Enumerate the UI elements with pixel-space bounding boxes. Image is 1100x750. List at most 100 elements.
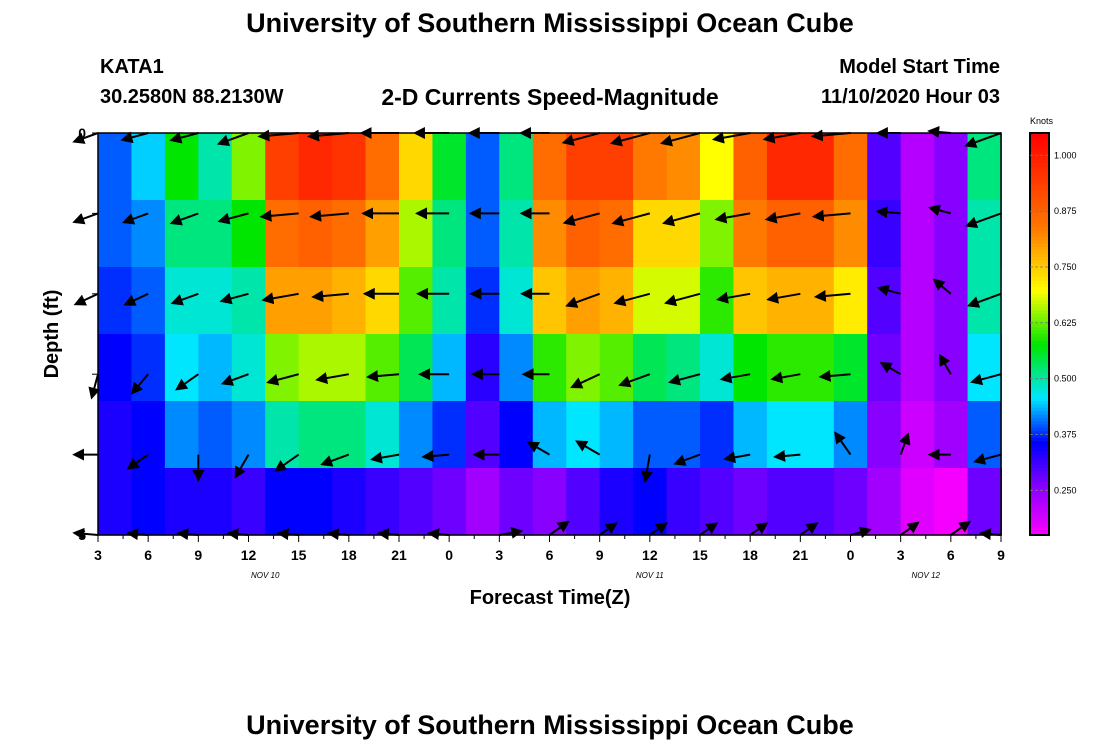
colorbar-segment	[1030, 323, 1049, 328]
heatmap-cell	[298, 401, 333, 469]
colorbar-segment	[1030, 498, 1049, 503]
heatmap-cell	[265, 334, 300, 402]
colorbar-segment	[1030, 478, 1049, 482]
colorbar-segment	[1030, 457, 1049, 462]
colorbar-segment	[1030, 511, 1049, 516]
colorbar-segment	[1030, 320, 1049, 325]
heatmap-cell	[532, 334, 567, 402]
heatmap-cell	[766, 267, 801, 335]
current-arrow	[900, 521, 920, 536]
colorbar-segment	[1030, 390, 1049, 395]
heatmap-cell	[800, 133, 835, 201]
colorbar: 1.000 0.875 0.750 0.625 0.500 0.375 0.250	[1029, 132, 1077, 536]
heatmap-cell	[900, 267, 935, 335]
current-arrow	[663, 292, 701, 307]
x-tick-label: 12	[642, 547, 658, 563]
x-tick-label: 9	[596, 547, 604, 563]
current-arrow	[618, 373, 651, 388]
current-arrow	[266, 373, 299, 386]
heatmap-cell	[399, 468, 434, 536]
x-tick-label: 12	[241, 547, 257, 563]
heatmap-cell	[599, 200, 634, 268]
heatmap-cell	[700, 468, 735, 536]
heatmap-cell	[867, 267, 902, 335]
heatmap-cell	[967, 334, 1002, 402]
colorbar-segment	[1030, 434, 1049, 439]
current-arrow	[599, 522, 618, 536]
heatmap-cell	[332, 133, 367, 201]
current-arrow	[850, 526, 872, 539]
heatmap-cell	[867, 133, 902, 201]
colorbar-segment	[1030, 350, 1049, 355]
current-arrow	[668, 373, 701, 386]
colorbar-segment	[1030, 471, 1049, 476]
colorbar-segment	[1030, 524, 1049, 529]
current-arrow	[120, 131, 149, 144]
colorbar-segment	[1030, 179, 1049, 184]
heatmap-cell	[800, 468, 835, 536]
heatmap-cell	[198, 401, 233, 469]
current-arrow	[234, 454, 250, 479]
x-tick-label: 18	[341, 547, 357, 563]
heatmap-cell	[700, 334, 735, 402]
heatmap-cell	[98, 401, 133, 469]
heatmap-cell	[867, 468, 902, 536]
current-arrow	[811, 209, 851, 222]
current-arrow	[274, 453, 300, 472]
current-arrow	[649, 522, 669, 536]
heatmap-cell	[265, 267, 300, 335]
y-axis: 05	[78, 125, 98, 543]
colorbar-segment	[1030, 424, 1049, 429]
colorbar-segment	[1030, 354, 1049, 359]
heatmap-cell	[198, 133, 233, 201]
colorbar-segment	[1030, 213, 1049, 218]
heatmap-cell	[599, 334, 634, 402]
colorbar-segment	[1030, 528, 1049, 533]
current-arrow	[121, 212, 149, 225]
current-arrow	[611, 212, 651, 227]
current-arrow	[813, 289, 851, 302]
heatmap-cell	[98, 468, 133, 536]
heatmap-cell	[633, 334, 668, 402]
station-coords: 30.2580N 88.2130W	[100, 86, 284, 108]
heatmap-cell	[298, 267, 333, 335]
heatmap-cell	[833, 334, 868, 402]
colorbar-segment	[1030, 451, 1049, 456]
heatmap-cell	[867, 200, 902, 268]
colorbar-segment	[1030, 240, 1049, 245]
heatmap-cell	[131, 133, 166, 201]
colorbar-unit: Knots	[1030, 116, 1054, 126]
heatmap-cell	[766, 401, 801, 469]
colorbar-tick-label: 0.375	[1054, 430, 1077, 440]
colorbar-tick-label: 0.250	[1054, 485, 1077, 495]
chart-title: 2-D Currents Speed-Magnitude	[381, 84, 719, 110]
heatmap-cell	[432, 334, 467, 402]
heatmap-cell	[499, 401, 534, 469]
heatmap-cell	[766, 200, 801, 268]
colorbar-segment	[1030, 427, 1049, 432]
current-arrow	[88, 373, 101, 400]
heatmap-cell	[265, 133, 300, 201]
colorbar-segment	[1030, 149, 1049, 154]
heatmap-cell	[967, 200, 1002, 268]
date-label: NOV 11	[636, 571, 664, 580]
heatmap-cell	[800, 267, 835, 335]
colorbar-segment	[1030, 230, 1049, 235]
colorbar-segment	[1030, 277, 1049, 281]
heatmap-cell	[131, 200, 166, 268]
station-name: KATA1	[100, 56, 164, 78]
heatmap-cell	[399, 133, 434, 201]
colorbar-segment	[1030, 411, 1049, 415]
heatmap-cell	[666, 401, 701, 469]
colorbar-segment	[1030, 461, 1049, 466]
colorbar-segment	[1030, 394, 1049, 399]
heatmap-cell	[766, 133, 801, 201]
heatmap-cell	[465, 267, 500, 335]
colorbar-segment	[1030, 307, 1049, 312]
colorbar-segment	[1030, 454, 1049, 459]
heatmap-cell	[599, 468, 634, 536]
x-tick-label: 0	[847, 547, 855, 563]
heatmap-cell	[131, 334, 166, 402]
heatmap-cell	[465, 334, 500, 402]
x-tick-label: 9	[194, 547, 202, 563]
